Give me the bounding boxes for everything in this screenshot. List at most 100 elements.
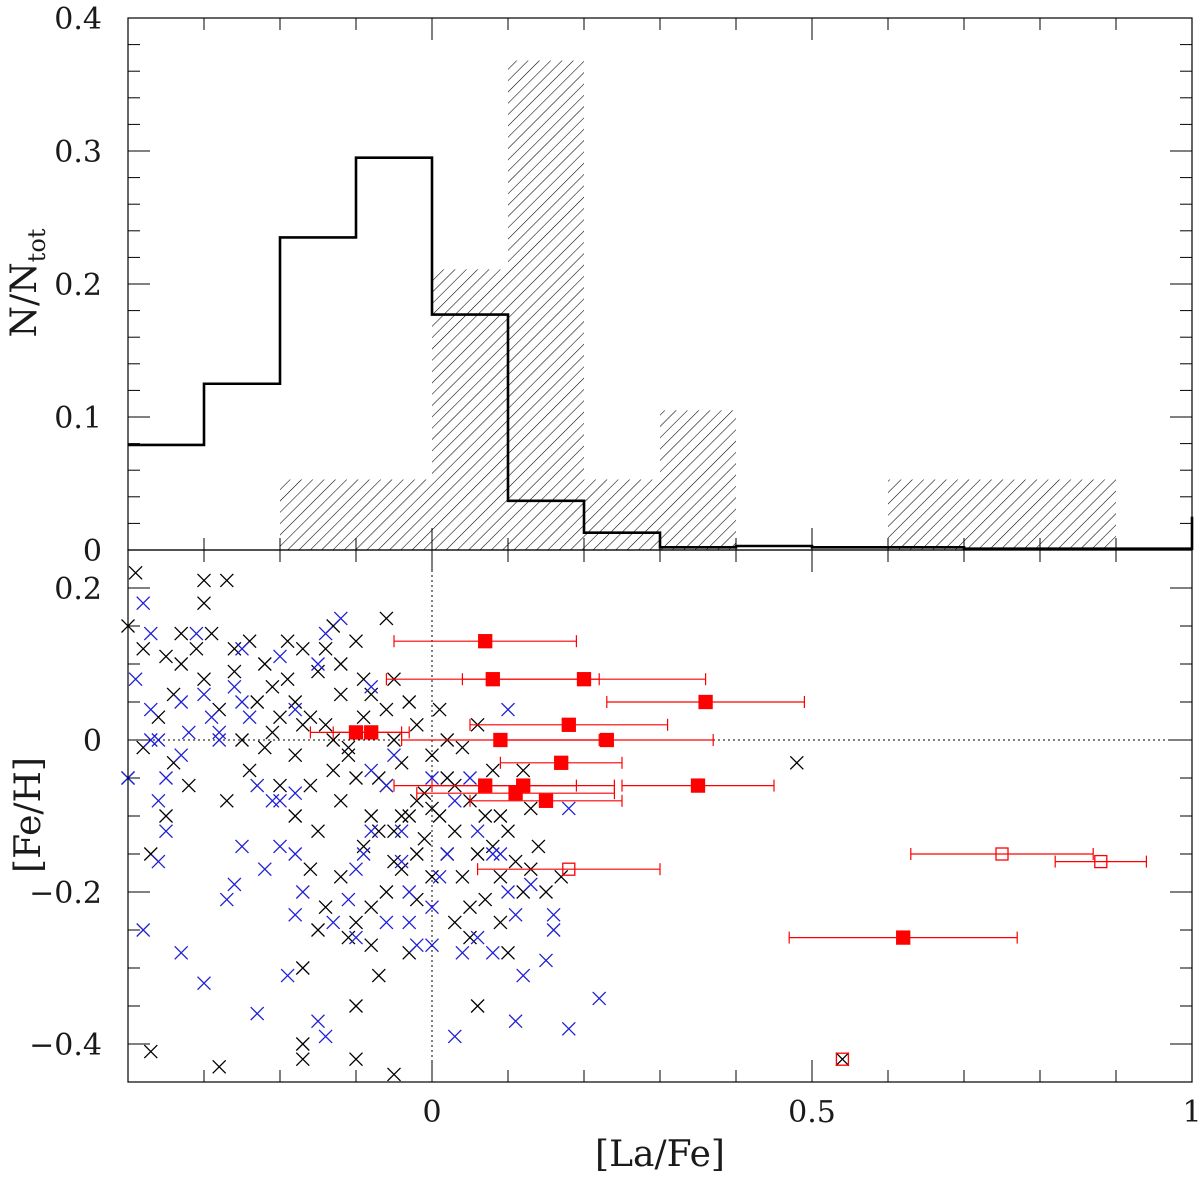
blue-cross-point xyxy=(311,1014,325,1029)
black-cross-point xyxy=(470,847,485,861)
black-cross-point xyxy=(402,695,417,709)
blue-cross-point xyxy=(485,847,500,861)
black-cross-point xyxy=(349,1052,363,1067)
red-filled-square xyxy=(599,732,614,748)
reference-lines xyxy=(128,550,1192,1082)
black-cross-point xyxy=(387,733,401,747)
black-cross-point xyxy=(501,824,515,839)
blue-cross-point xyxy=(212,733,227,747)
blue-cross-point xyxy=(463,771,477,785)
black-cross-point xyxy=(295,641,310,656)
blue-cross-point xyxy=(394,824,409,839)
hatched-bar xyxy=(660,410,736,550)
black-cross-point xyxy=(356,839,371,854)
black-cross-point xyxy=(349,634,363,649)
blue-cross-point xyxy=(235,641,249,656)
blue-cross-point xyxy=(493,847,508,861)
black-cross-point xyxy=(227,664,242,679)
blue-cross-point xyxy=(288,847,303,861)
black-cross-point xyxy=(349,915,363,930)
blue-cross-point xyxy=(143,702,158,717)
blue-cross-point xyxy=(402,885,417,899)
blue-cross-point xyxy=(508,907,523,922)
blue-cross-point xyxy=(440,847,455,861)
blue-cross-point xyxy=(181,725,196,740)
blue-cross-point xyxy=(425,771,439,785)
black-cross-point xyxy=(303,710,318,725)
histogram-y-axis-label: N/Ntot xyxy=(4,228,51,337)
black-cross-point xyxy=(204,626,219,641)
blue-cross-point xyxy=(470,930,485,945)
black-cross-point xyxy=(463,930,477,945)
black-cross-point xyxy=(455,869,470,884)
black-cross-point xyxy=(554,869,569,884)
black-cross-point xyxy=(539,885,553,899)
red-filled-square xyxy=(561,717,576,732)
red-open-square xyxy=(562,862,576,876)
blue-cross-point xyxy=(242,710,257,725)
blue-cross-point xyxy=(333,611,348,626)
x-tick-label: 0 xyxy=(422,1095,441,1130)
black-cross-point xyxy=(387,854,401,869)
black-cross-point xyxy=(379,702,394,717)
hatched-bar xyxy=(888,479,964,550)
black-cross-point xyxy=(333,869,348,884)
y-tick-label: −0.2 xyxy=(29,876,102,911)
black-cross-point xyxy=(280,634,295,649)
red-filled-square xyxy=(698,694,713,710)
blue-cross-point xyxy=(227,877,242,892)
y-tick-label: −0.4 xyxy=(29,1028,102,1063)
blue-cross-point xyxy=(257,862,272,877)
blue-cross-point xyxy=(174,748,189,763)
black-cross-point xyxy=(303,862,318,877)
y-tick-label: 0 xyxy=(83,534,102,569)
black-cross-point xyxy=(409,847,424,861)
blue-cross-point xyxy=(197,687,211,702)
blue-cross-point xyxy=(546,907,561,922)
black-cross-point xyxy=(318,717,333,732)
black-cross-point xyxy=(379,885,394,899)
black-cross-point xyxy=(242,763,257,778)
blue-cross-point xyxy=(561,1021,576,1036)
black-cross-point xyxy=(432,702,447,717)
blue-cross-point xyxy=(425,900,439,915)
black-cross-point xyxy=(394,809,409,823)
y-tick-label: 0.4 xyxy=(54,2,102,37)
blue-cross-point xyxy=(501,702,515,717)
black-cross-point xyxy=(387,824,401,839)
blue-cross-point xyxy=(159,824,173,839)
black-cross-point xyxy=(425,869,439,884)
black-cross-point xyxy=(311,664,325,679)
blue-cross-point xyxy=(250,1006,265,1021)
black-cross-point xyxy=(789,755,804,770)
blue-cross-point xyxy=(356,847,371,861)
blue-cross-point xyxy=(318,626,333,641)
black-cross-point xyxy=(371,968,386,983)
black-cross-point xyxy=(257,740,272,755)
black-cross-point xyxy=(227,641,242,656)
black-cross-point xyxy=(349,771,363,785)
blue-cross-point xyxy=(250,778,265,793)
blue-cross-point xyxy=(364,763,379,778)
blue-cross-point xyxy=(592,991,607,1006)
blue-cross-point xyxy=(432,869,447,884)
black-cross-point xyxy=(371,824,386,839)
hatched-bar xyxy=(964,479,1040,550)
black-cross-point xyxy=(447,824,462,839)
black-cross-point xyxy=(212,1059,227,1074)
red-filled-square xyxy=(364,725,379,740)
blue-cross-point xyxy=(273,839,287,854)
red-square-series xyxy=(309,634,1148,1066)
black-cross-point xyxy=(136,641,151,656)
y-tick-label: 0.1 xyxy=(54,401,102,436)
black-cross-point xyxy=(333,793,348,808)
black-cross-point xyxy=(478,809,493,823)
blue-cross-point xyxy=(546,923,561,937)
black-cross-point xyxy=(143,1044,158,1059)
blue-cross-point xyxy=(288,907,303,922)
blue-cross-point xyxy=(379,915,394,930)
black-cross-point xyxy=(364,809,379,823)
blue-cross-point xyxy=(516,968,531,983)
hatched-bar xyxy=(432,269,508,550)
blue-cross-point xyxy=(364,824,379,839)
